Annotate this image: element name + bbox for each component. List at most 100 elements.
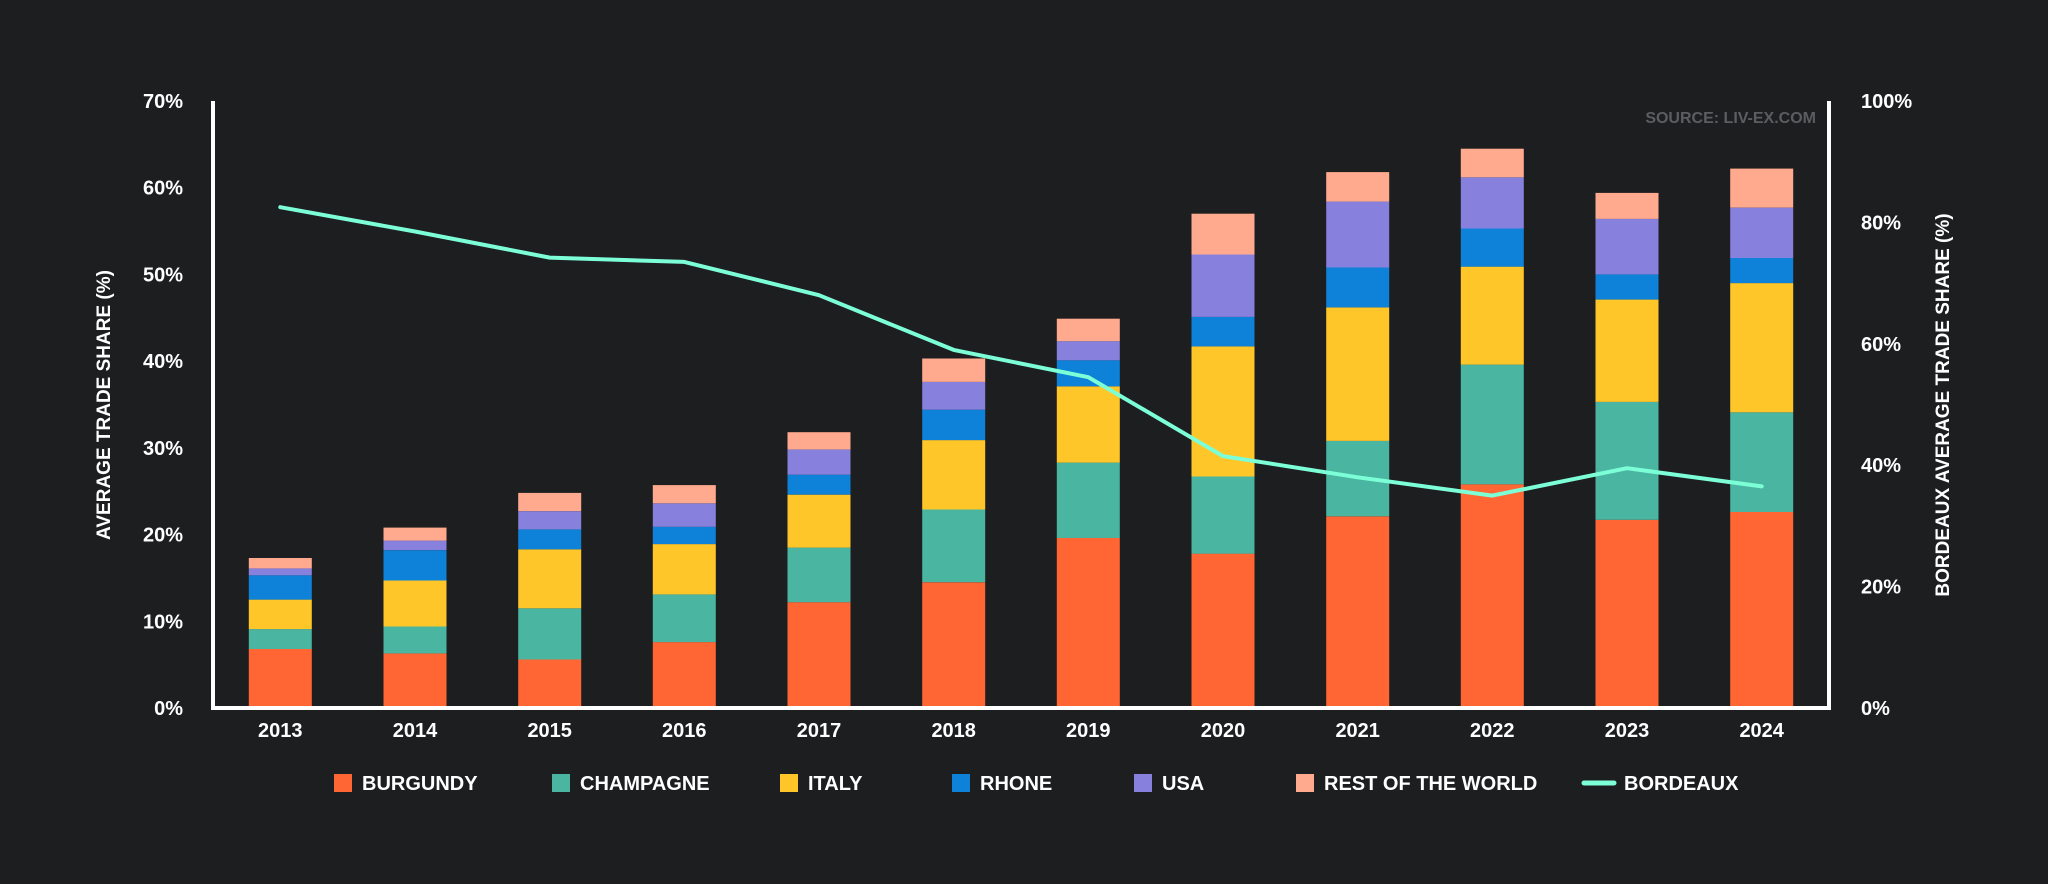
bar-italy-2017 [787,494,851,548]
y2-tick-label: 40% [1861,455,1901,477]
tick-layer: 0% 10% 20% 30% 40% 50% 60% 70% 0% 20% 40% 60% 80% 100… [143,91,1912,742]
axes-layer [211,101,1831,710]
y2-tick-label: 20% [1861,577,1901,599]
bar-rest-of-the-world-2022 [1460,148,1524,178]
bar-burgundy-2015 [518,659,582,708]
legend-item-burgundy: BURGUNDY [334,773,478,795]
bar-rest-of-the-world-2023 [1595,192,1659,219]
x-tick-label: 2024 [1739,720,1784,742]
legend-item-bordeaux: BORDEAUX [1581,773,1739,795]
bar-italy-2022 [1460,266,1524,365]
bar-italy-2023 [1595,299,1659,402]
line-layer [278,205,1764,498]
bar-usa-2022 [1460,177,1524,229]
legend-label: CHAMPAGNE [580,773,710,795]
bar-usa-2015 [518,511,582,530]
bar-usa-2023 [1595,218,1659,275]
bar-rhone-2014 [383,550,447,581]
legend-item-usa: USA [1134,773,1204,795]
bar-burgundy-2019 [1056,538,1120,708]
bar-rhone-2020 [1191,316,1255,347]
legend-label: RHONE [980,773,1052,795]
x-tick-label: 2014 [393,720,438,742]
bar-champagne-2018 [922,509,986,583]
legend-label: BORDEAUX [1624,773,1739,795]
legend-item-champagne: CHAMPAGNE [552,773,710,795]
x-tick-label: 2016 [662,720,707,742]
legend-swatch [1296,774,1314,792]
x-tick-label: 2017 [797,720,842,742]
y-tick-label: 60% [143,178,183,200]
y2-tick-label: 0% [1861,698,1890,720]
bar-layer [248,148,1794,708]
bar-champagne-2024 [1730,412,1794,512]
legend-label: BURGUNDY [362,773,478,795]
y-tick-label: 50% [143,264,183,286]
bar-usa-2016 [652,503,716,527]
bar-champagne-2015 [518,608,582,660]
bar-italy-2021 [1326,307,1390,441]
bar-burgundy-2014 [383,653,447,708]
legend-label: USA [1162,773,1204,795]
bar-rhone-2022 [1460,228,1524,267]
bar-italy-2019 [1056,386,1120,463]
bar-rhone-2021 [1326,267,1390,308]
bar-burgundy-2018 [922,582,986,708]
bar-italy-2014 [383,580,447,627]
bar-rest-of-the-world-2017 [787,432,851,450]
y-tick-label: 20% [143,525,183,547]
bar-champagne-2023 [1595,401,1659,520]
bar-usa-2020 [1191,254,1255,317]
y-axis-title: AVERAGE TRADE SHARE (%) [94,270,115,540]
legend-label: REST OF THE WORLD [1324,773,1537,795]
bar-champagne-2017 [787,547,851,603]
bar-usa-2018 [922,382,986,410]
bar-rhone-2015 [518,529,582,550]
bar-burgundy-2016 [652,642,716,708]
bar-champagne-2022 [1460,364,1524,485]
bar-rhone-2018 [922,409,986,441]
bar-burgundy-2021 [1326,516,1390,708]
y-tick-label: 40% [143,351,183,373]
y-tick-label: 70% [143,91,183,113]
y2-tick-label: 60% [1861,334,1901,356]
bar-rest-of-the-world-2014 [383,527,447,541]
bar-champagne-2013 [248,629,312,649]
bar-rest-of-the-world-2024 [1730,168,1794,208]
bar-rest-of-the-world-2019 [1056,318,1120,342]
bar-italy-2024 [1730,283,1794,413]
x-tick-label: 2018 [931,720,976,742]
bar-italy-2013 [248,599,312,630]
legend-item-rest-of-the-world: REST OF THE WORLD [1296,773,1537,795]
bar-usa-2017 [787,449,851,475]
x-tick-label: 2019 [1066,720,1111,742]
bar-usa-2024 [1730,207,1794,258]
bar-usa-2021 [1326,201,1390,268]
bar-burgundy-2024 [1730,512,1794,708]
bar-rhone-2023 [1595,274,1659,300]
bar-italy-2016 [652,544,716,595]
legend-swatch [1134,774,1152,792]
y-tick-label: 10% [143,611,183,633]
bar-champagne-2016 [652,594,716,643]
bar-burgundy-2020 [1191,553,1255,708]
y-tick-label: 30% [143,438,183,460]
bar-italy-2015 [518,549,582,609]
bar-rhone-2017 [787,474,851,495]
y2-tick-label: 80% [1861,212,1901,234]
bar-usa-2019 [1056,341,1120,361]
x-tick-label: 2015 [527,720,572,742]
legend-swatch [552,774,570,792]
y2-axis-title: BORDEAUX AVERAGE TRADE SHARE (%) [1933,213,1954,596]
bar-rest-of-the-world-2021 [1326,172,1390,202]
legend-swatch [780,774,798,792]
legend-swatch [952,774,970,792]
bar-rhone-2024 [1730,258,1794,284]
x-tick-label: 2020 [1201,720,1246,742]
bar-rhone-2013 [248,575,312,600]
bar-rest-of-the-world-2020 [1191,213,1255,255]
line-bordeaux [278,205,1764,498]
x-tick-label: 2021 [1335,720,1380,742]
bar-burgundy-2017 [787,602,851,708]
